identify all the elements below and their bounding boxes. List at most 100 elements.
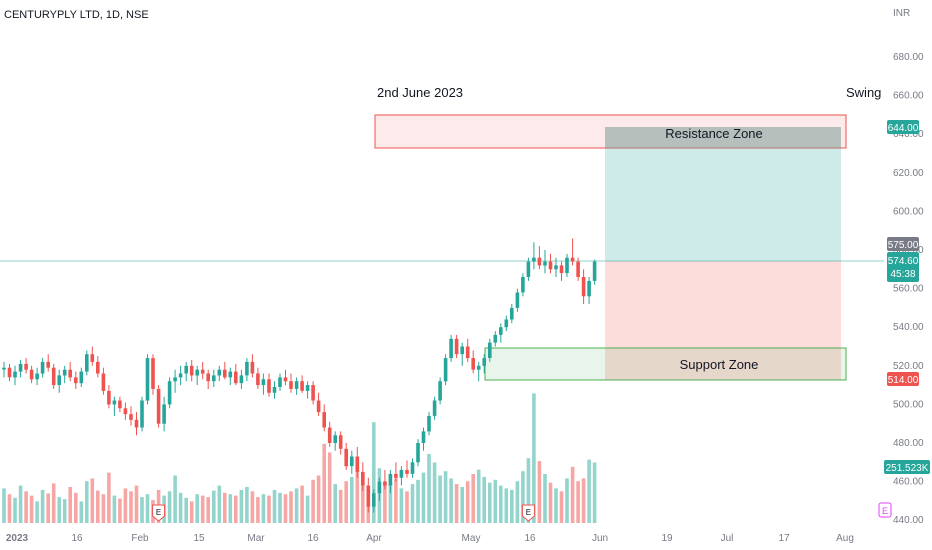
candle-body xyxy=(29,369,34,380)
volume-bar xyxy=(195,494,199,523)
volume-bar xyxy=(173,475,177,523)
last-price-value: 574.60 xyxy=(888,256,919,267)
earnings-marker-icon[interactable]: E xyxy=(152,504,166,522)
candle-body xyxy=(51,367,56,386)
candle-body xyxy=(449,338,453,359)
volume-bar xyxy=(443,471,448,523)
svg-text:575.00: 575.00 xyxy=(888,240,919,251)
earnings-marker-icon[interactable]: E xyxy=(521,504,535,522)
volume-bar xyxy=(476,469,481,523)
volume-bar xyxy=(140,497,144,523)
candle-body xyxy=(134,419,139,428)
volume-bar xyxy=(327,452,332,523)
candle-body xyxy=(443,358,448,382)
volume-bar xyxy=(526,458,531,523)
candle-body xyxy=(311,385,315,401)
candle-body xyxy=(361,471,365,486)
candle-body xyxy=(592,261,597,281)
candle-body xyxy=(322,412,326,428)
event-flag-icon[interactable]: E xyxy=(878,502,892,518)
volume-bar xyxy=(410,484,415,523)
candle-body xyxy=(454,338,459,355)
candle-body xyxy=(68,369,72,378)
volume-bar xyxy=(510,489,514,523)
candle-body xyxy=(377,481,382,494)
candle-body xyxy=(460,346,464,355)
candle-body xyxy=(178,373,183,378)
resistance-label-band xyxy=(605,127,841,148)
volume-bar xyxy=(107,472,111,523)
candle-body xyxy=(548,261,553,270)
candle-body xyxy=(184,365,188,374)
candle-body xyxy=(167,381,172,405)
volume-bar xyxy=(123,488,128,523)
candle-body xyxy=(499,327,503,335)
price-tick-label: 480.00 xyxy=(893,438,924,449)
volume-bar xyxy=(57,497,61,523)
candle-body xyxy=(7,367,12,378)
candle-body xyxy=(223,369,227,378)
candle-body xyxy=(410,462,415,474)
volume-bar xyxy=(294,488,299,523)
time-tick-label: Jul xyxy=(721,533,734,544)
time-tick-label: 2023 xyxy=(6,533,29,544)
volume-bar xyxy=(548,482,553,523)
stop-price-tag: 514.00 xyxy=(887,372,919,386)
time-tick-label: Apr xyxy=(366,533,382,544)
svg-text:251.523K: 251.523K xyxy=(886,463,929,474)
candle-body xyxy=(278,377,282,387)
volume-bar xyxy=(432,462,437,523)
price-tick-label: 500.00 xyxy=(893,399,924,410)
candle-body xyxy=(189,365,194,376)
volume-bar xyxy=(438,475,442,523)
volume-bar xyxy=(289,491,293,523)
volume-bar xyxy=(90,478,95,523)
volume-bar xyxy=(261,494,266,523)
symbol-title: CENTURYPLY LTD, 1D, NSE xyxy=(4,9,149,21)
candle-body xyxy=(576,261,580,277)
volume-bar xyxy=(405,491,409,523)
volume-bar xyxy=(118,498,122,523)
volume-bar xyxy=(421,472,426,523)
candle-body xyxy=(383,481,387,486)
candle-body xyxy=(200,369,205,374)
candle-layer xyxy=(2,238,597,513)
candle-body xyxy=(118,400,122,409)
volume-bar xyxy=(333,484,337,523)
volume-bar xyxy=(250,491,255,523)
candle-body xyxy=(493,334,498,343)
price-tick-label: 680.00 xyxy=(893,52,924,63)
volume-bar xyxy=(449,478,453,523)
candle-body xyxy=(427,416,431,432)
volume-bar xyxy=(68,487,72,523)
volume-bar xyxy=(416,479,420,523)
support-zone xyxy=(484,347,847,381)
candle-body xyxy=(366,485,371,507)
time-tick-label: 16 xyxy=(524,533,536,544)
volume-bar xyxy=(2,488,6,523)
price-tick-label: 660.00 xyxy=(893,91,924,102)
candle-body xyxy=(554,265,558,270)
candle-body xyxy=(416,443,420,463)
volume-bar xyxy=(350,476,354,523)
time-tick-label: 16 xyxy=(307,533,319,544)
candle-body xyxy=(217,369,222,376)
candle-body xyxy=(24,363,28,370)
swing-annotation: Swing xyxy=(846,85,881,100)
volume-bar xyxy=(145,494,150,523)
candle-body xyxy=(267,379,271,393)
svg-text:E: E xyxy=(156,508,161,517)
volume-bar xyxy=(554,488,558,523)
candle-body xyxy=(96,361,100,374)
volume-bar xyxy=(256,497,260,523)
volume-bar xyxy=(206,497,210,523)
volume-bar xyxy=(189,501,194,523)
candle-body xyxy=(90,354,95,362)
candle-body xyxy=(372,493,376,507)
volume-bar xyxy=(537,461,542,523)
candle-body xyxy=(206,373,210,382)
candle-body xyxy=(261,379,266,386)
candle-body xyxy=(57,375,61,385)
volume-bar xyxy=(283,494,288,523)
